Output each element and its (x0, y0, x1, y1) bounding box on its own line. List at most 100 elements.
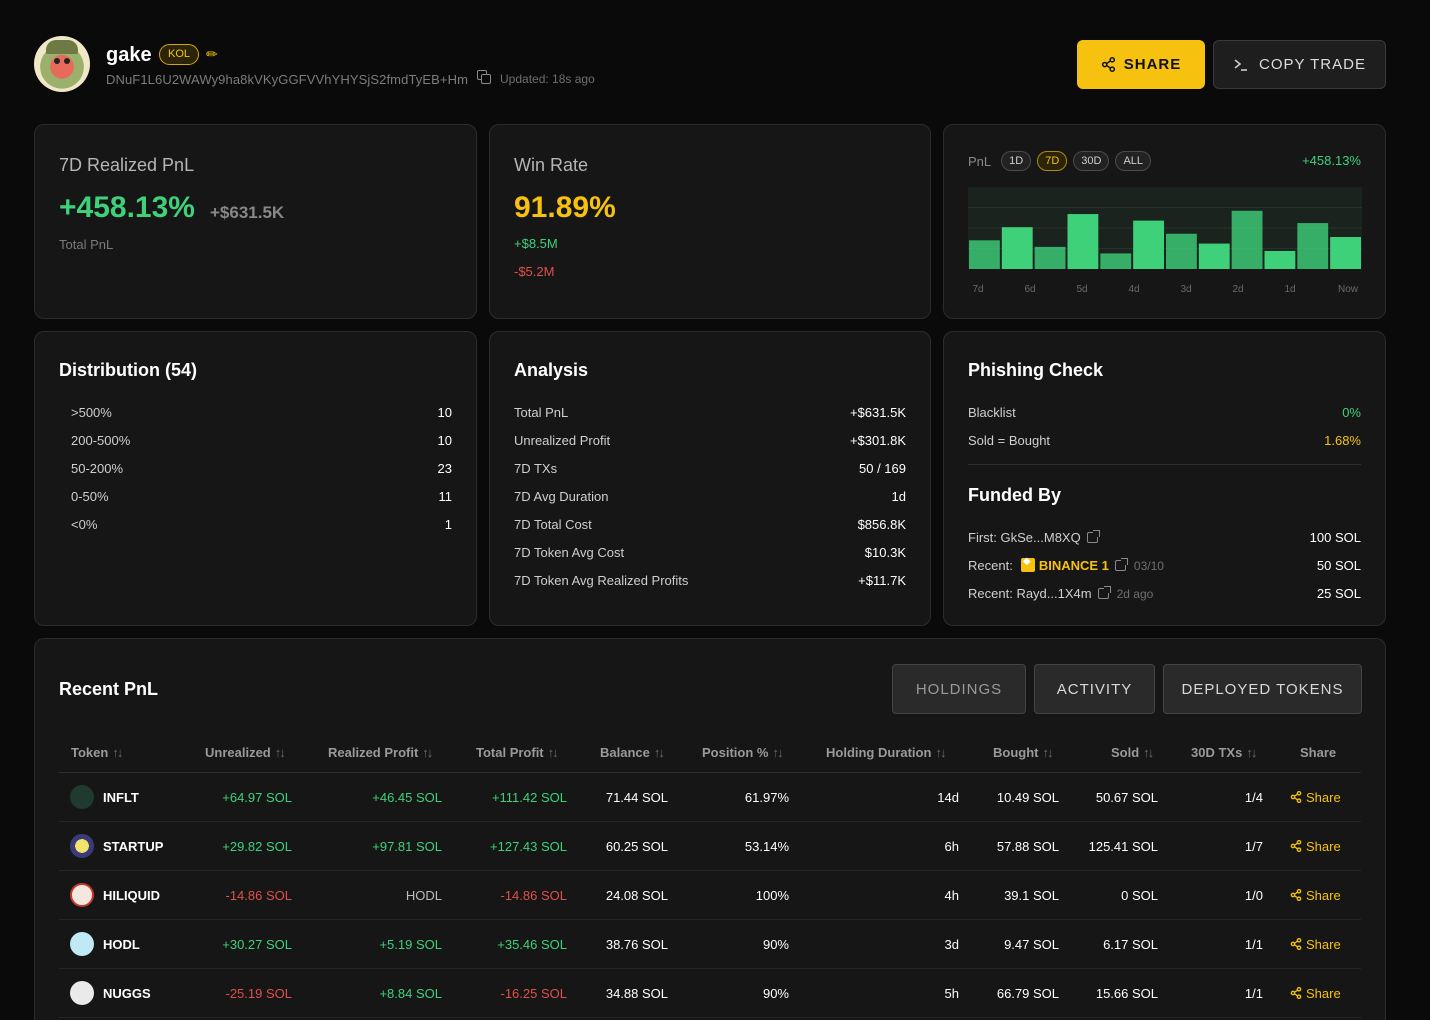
row-share-link[interactable]: Share (1290, 790, 1341, 805)
token-name[interactable]: STARTUP (103, 839, 164, 854)
avatar[interactable] (34, 36, 90, 92)
distribution-row: >500% 10 (71, 404, 452, 420)
funder-address[interactable]: Rayd...1X4m (1016, 585, 1092, 601)
realized-pnl-card: 7D Realized PnL +458.13% +$631.5K Total … (34, 124, 477, 319)
sold-bought-row: Sold = Bought 1.68% (968, 432, 1361, 448)
distribution-card: Distribution (54) >500% 10 200-500% 10 50-… (34, 331, 477, 626)
cell-sold: 6.17 SOL (1103, 937, 1158, 952)
cell-realized: +8.84 SOL (379, 986, 442, 1001)
share-icon (1101, 57, 1115, 72)
terminal-icon (1234, 58, 1247, 71)
pencil-icon[interactable]: ✏ (206, 46, 218, 62)
wallet-address: DNuF1L6U2WAWy9ha8kVKyGGFVVhYHYSjS2fmdTyE… (106, 72, 469, 87)
col-share: Share (1300, 745, 1337, 760)
win-rate-value: 91.89% (514, 191, 616, 224)
col-bought[interactable]: Bought ↑↓ (993, 745, 1053, 760)
share-icon (1290, 938, 1302, 950)
cell-duration: 3d (944, 937, 959, 952)
chart-bar[interactable] (1231, 210, 1263, 269)
share-button-label: SHARE (1123, 56, 1182, 73)
token-name[interactable]: NUGGS (103, 986, 151, 1001)
cell-unrealized: +64.97 SOL (222, 790, 292, 805)
recent-pnl-title: Recent PnL (59, 679, 159, 699)
cell-duration: 4h (944, 888, 959, 903)
cell-unrealized: -14.86 SOL (225, 888, 293, 903)
col-token[interactable]: Token ↑↓ (71, 745, 123, 760)
distribution-row: <0% 1 (71, 516, 452, 532)
period-selector: PnL 1D 7D 30D ALL (968, 151, 1152, 171)
external-link-icon[interactable] (1097, 585, 1111, 599)
cell-sold: 0 SOL (1121, 888, 1158, 903)
chart-bar[interactable] (1034, 246, 1066, 269)
period-1d[interactable]: 1D (1001, 151, 1032, 171)
cell-total: +111.42 SOL (491, 790, 567, 805)
token-name[interactable]: INFLT (103, 790, 139, 805)
cell-total: +35.46 SOL (497, 937, 567, 952)
table-row[interactable]: HILIQUID -14.86 SOL HODL -14.86 SOL 24.08 SO… (59, 871, 1361, 920)
copy-icon[interactable] (477, 70, 491, 84)
col-position[interactable]: Position % ↑↓ (702, 745, 783, 760)
analysis-title: Analysis (514, 360, 589, 380)
cell-bought: 10.49 SOL (996, 790, 1059, 805)
table-row[interactable]: STARTUP +29.82 SOL +97.81 SOL +127.43 SOL 60… (59, 822, 1361, 871)
row-share-link[interactable]: Share (1290, 986, 1341, 1001)
cell-bought: 9.47 SOL (1004, 937, 1059, 952)
x-tick-label: 6d (1024, 284, 1035, 295)
win-rate-gain: +$8.5M (514, 236, 558, 251)
cell-unrealized: -25.19 SOL (225, 986, 293, 1001)
x-tick-label: 1d (1284, 284, 1295, 295)
username: gake (106, 44, 152, 66)
chart-bar[interactable] (1166, 233, 1197, 269)
period-30d[interactable]: 30D (1073, 151, 1110, 171)
period-7d[interactable]: 7D (1037, 151, 1068, 171)
realized-pnl-percent: +458.13% (59, 191, 195, 224)
chart-bar[interactable] (1330, 237, 1361, 269)
chart-bar[interactable] (1100, 253, 1132, 269)
analysis-row: Total PnL +$631.5K (514, 404, 906, 420)
row-share-link[interactable]: Share (1290, 937, 1341, 952)
col-realized-profit[interactable]: Realized Profit ↑↓ (328, 745, 433, 760)
cell-total: +127.43 SOL (490, 839, 567, 854)
col-sold[interactable]: Sold ↑↓ (1111, 745, 1154, 760)
x-tick-label: Now (1338, 284, 1359, 295)
tab-deployed-tokens[interactable]: DEPLOYED TOKENS (1163, 664, 1362, 714)
cell-position: 90% (762, 937, 789, 952)
external-link-icon[interactable] (1086, 529, 1100, 543)
updated-time: Updated: 18s ago (500, 72, 595, 86)
x-tick-label: 3d (1180, 284, 1191, 295)
x-tick-label: 2d (1232, 284, 1243, 295)
funder-binance[interactable]: BINANCE 1 (1038, 557, 1109, 573)
table-row[interactable]: INFLT +64.97 SOL +46.45 SOL +111.42 SOL 71.4… (59, 773, 1361, 822)
funder-address[interactable]: GkSe...M8XQ (1000, 529, 1081, 545)
table-row[interactable]: NUGGS -25.19 SOL +8.84 SOL -16.25 SOL 34.88 … (59, 969, 1361, 1018)
col-balance[interactable]: Balance ↑↓ (600, 745, 665, 760)
cell-bought: 57.88 SOL (996, 839, 1059, 854)
cell-bought: 39.1 SOL (1004, 888, 1059, 903)
chart-bar[interactable] (969, 240, 1000, 269)
chart-bar[interactable] (1133, 220, 1164, 269)
chart-bar[interactable] (1297, 223, 1329, 269)
token-name[interactable]: HILIQUID (103, 888, 161, 903)
chart-bar[interactable] (1198, 243, 1230, 269)
token-name[interactable]: HODL (103, 937, 140, 952)
chart-bar[interactable] (1067, 214, 1099, 269)
share-button[interactable]: SHARE (1077, 40, 1205, 89)
tab-holdings[interactable]: HOLDINGS (892, 664, 1026, 714)
copy-trade-button[interactable]: COPY TRADE (1213, 40, 1386, 89)
row-share-link[interactable]: Share (1290, 888, 1341, 903)
analysis-row: Unrealized Profit +$301.8K (514, 432, 906, 448)
col-holding-duration[interactable]: Holding Duration ↑↓ (826, 745, 946, 760)
col-30d-txs[interactable]: 30D TXs ↑↓ (1191, 745, 1257, 760)
col-unrealized[interactable]: Unrealized ↑↓ (205, 745, 286, 760)
realized-pnl-usd: +$631.5K (210, 203, 285, 222)
distribution-row: 0-50% 11 (71, 488, 452, 504)
period-all[interactable]: ALL (1115, 151, 1152, 171)
row-share-link[interactable]: Share (1290, 839, 1341, 854)
table-row[interactable]: HODL +30.27 SOL +5.19 SOL +35.46 SOL 38.76 S… (59, 920, 1361, 969)
col-total-profit[interactable]: Total Profit ↑↓ (476, 745, 559, 760)
chart-bar[interactable] (1264, 250, 1296, 269)
external-link-icon[interactable] (1114, 557, 1128, 571)
analysis-row: 7D Total Cost $856.8K (514, 516, 906, 532)
chart-bar[interactable] (1001, 227, 1033, 269)
tab-activity[interactable]: ACTIVITY (1034, 664, 1155, 714)
